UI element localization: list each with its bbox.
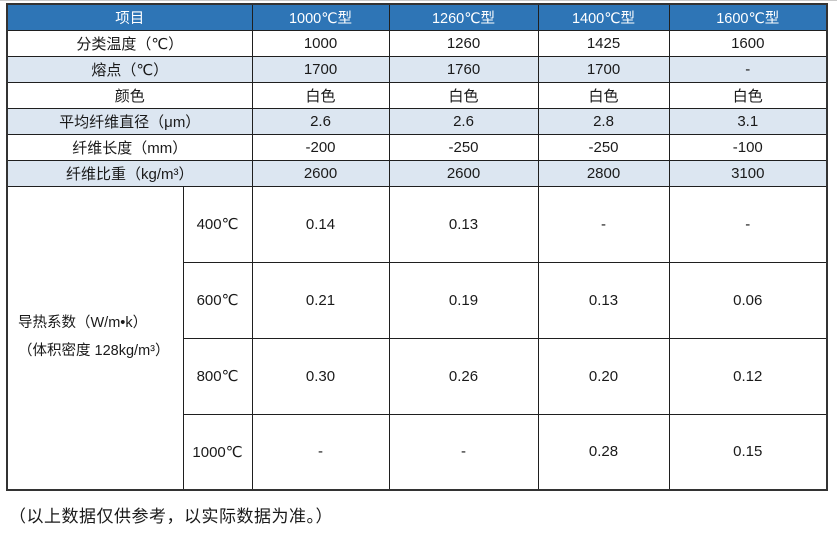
product-spec-table: 项目 1000℃型 1260℃型 1400℃型 1600℃型 分类温度（℃） 1… — [6, 3, 828, 491]
cell-value: 1425 — [537, 29, 670, 57]
cell-value: 0.12 — [668, 337, 828, 415]
cell-value: 0.06 — [668, 261, 828, 339]
cell-value: - — [388, 413, 539, 491]
temp-label: 600℃ — [182, 261, 253, 339]
row-conductivity-600: 600℃ 0.21 0.19 0.13 0.06 — [7, 261, 828, 339]
cell-value: 0.19 — [388, 261, 539, 339]
cell-value: 0.20 — [537, 337, 670, 415]
cell-value: -100 — [668, 133, 828, 161]
cell-value: 2600 — [388, 159, 539, 187]
cell-value: 1600 — [668, 29, 828, 57]
row-conductivity-1000: 1000℃ - - 0.28 0.15 — [7, 413, 828, 491]
footer-note: （以上数据仅供参考，以实际数据为准。） — [9, 507, 333, 526]
row-classification-temperature: 分类温度（℃） 1000 1260 1425 1600 — [6, 29, 828, 57]
row-color: 颜色 白色 白色 白色 白色 — [6, 81, 828, 109]
cell-value: 2800 — [537, 159, 670, 187]
cell-value: 白色 — [251, 81, 390, 109]
cell-value: 3100 — [668, 159, 828, 187]
row-label: 分类温度（℃） — [6, 29, 253, 57]
cell-value: - — [251, 413, 390, 491]
row-conductivity-800: 800℃ 0.30 0.26 0.20 0.12 — [7, 337, 828, 415]
cell-value: 3.1 — [668, 107, 828, 135]
row-label: 熔点（℃） — [6, 55, 253, 83]
cell-value: - — [668, 55, 828, 83]
cell-value: 2600 — [251, 159, 390, 187]
row-label: 纤维长度（mm） — [6, 133, 253, 161]
cell-value: 2.8 — [537, 107, 670, 135]
cell-value: 2.6 — [388, 107, 539, 135]
table-header-row: 项目 1000℃型 1260℃型 1400℃型 1600℃型 — [6, 3, 828, 31]
cell-value: 1760 — [388, 55, 539, 83]
temp-label: 800℃ — [182, 337, 253, 415]
cell-value: 1700 — [251, 55, 390, 83]
cell-value: 0.15 — [668, 413, 828, 491]
header-cell-type-1260: 1260℃型 — [388, 3, 539, 31]
cell-value: 0.13 — [537, 261, 670, 339]
cell-value: 白色 — [537, 81, 670, 109]
cell-value: -250 — [388, 133, 539, 161]
cell-value: 1000 — [251, 29, 390, 57]
row-label: 颜色 — [6, 81, 253, 109]
cell-value: 0.13 — [388, 185, 539, 263]
temp-label: 400℃ — [182, 185, 253, 263]
header-cell-type-1000: 1000℃型 — [251, 3, 390, 31]
row-fiber-length: 纤维长度（mm） -200 -250 -250 -100 — [6, 133, 828, 161]
cell-value: 2.6 — [251, 107, 390, 135]
cell-value: 0.30 — [251, 337, 390, 415]
temp-label: 1000℃ — [182, 413, 253, 491]
cell-value: 0.28 — [537, 413, 670, 491]
cell-value: -200 — [251, 133, 390, 161]
cell-value: 0.14 — [251, 185, 390, 263]
row-label: 平均纤维直径（μm） — [6, 107, 253, 135]
row-conductivity-400: 导热系数（W/m•k） （体积密度 128kg/m³） 400℃ 0.14 0.… — [6, 185, 828, 491]
cell-value: -250 — [537, 133, 670, 161]
header-cell-type-1600: 1600℃型 — [668, 3, 828, 31]
conductivity-label-line2: （体积密度 128kg/m³） — [18, 342, 170, 359]
cell-value: 0.26 — [388, 337, 539, 415]
row-average-fiber-diameter: 平均纤维直径（μm） 2.6 2.6 2.8 3.1 — [6, 107, 828, 135]
cell-value: - — [668, 185, 828, 263]
page-top-divider — [0, 0, 837, 1]
header-cell-item: 项目 — [6, 3, 253, 31]
cell-value: 1260 — [388, 29, 539, 57]
cell-value: 白色 — [388, 81, 539, 109]
cell-value: 0.21 — [251, 261, 390, 339]
row-fiber-specific-gravity: 纤维比重（kg/m³） 2600 2600 2800 3100 — [6, 159, 828, 187]
conductivity-label: 导热系数（W/m•k） （体积密度 128kg/m³） — [6, 185, 184, 491]
cell-value: 1700 — [537, 55, 670, 83]
header-cell-type-1400: 1400℃型 — [537, 3, 670, 31]
cell-value: - — [537, 185, 670, 263]
cell-value: 白色 — [668, 81, 828, 109]
row-melting-point: 熔点（℃） 1700 1760 1700 - — [6, 55, 828, 83]
row-label: 纤维比重（kg/m³） — [6, 159, 253, 187]
conductivity-label-line1: 导热系数（W/m•k） — [18, 315, 148, 332]
